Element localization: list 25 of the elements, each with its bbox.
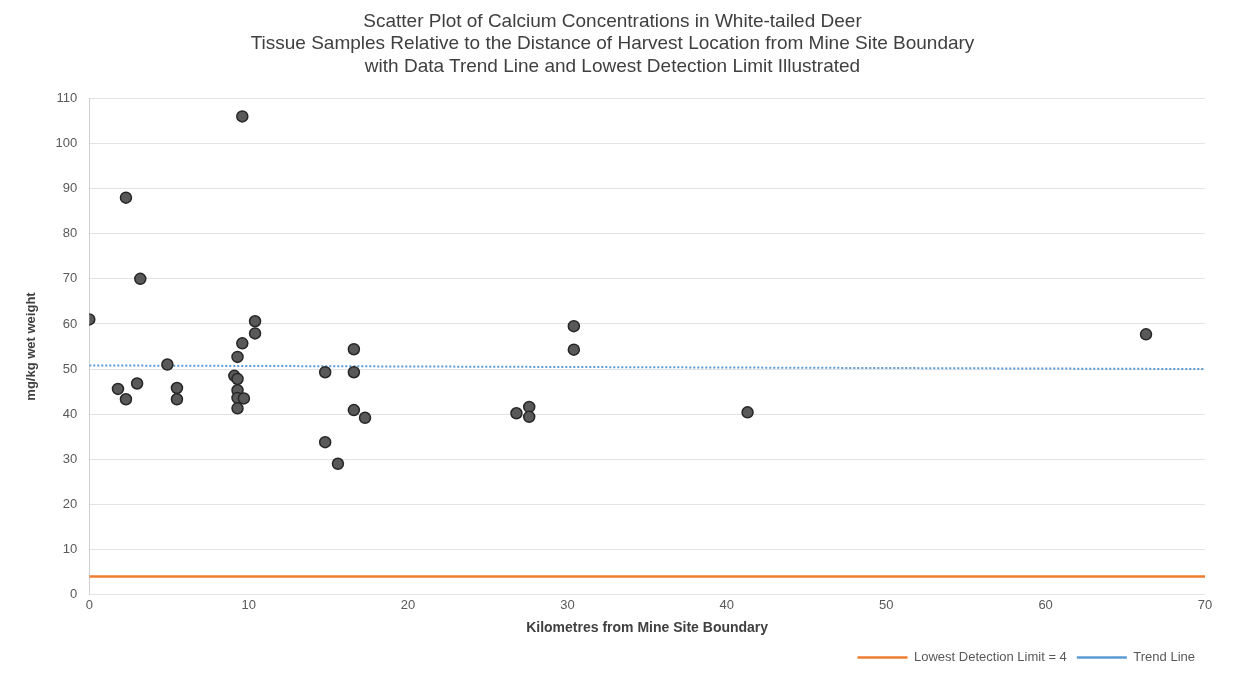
legend-label: Lowest Detection Limit = 4	[914, 649, 1067, 665]
y-tick-label: 50	[62, 360, 78, 376]
y-tick-label: 110	[56, 89, 78, 105]
x-tick-label: 60	[1038, 596, 1053, 612]
y-tick-label: 30	[62, 450, 78, 466]
x-tick-label: 40	[719, 596, 735, 612]
x-tick-label: 20	[400, 596, 416, 612]
y-axis-title: mg/kg wet weight	[23, 291, 39, 401]
x-tick-label: 10	[241, 596, 256, 612]
x-tick-label: 30	[560, 596, 575, 612]
chart-title: Scatter Plot of Calcium Concentrations in White-tailed Deer Tissue Samples Relative to the Distance of Harvest Location from Mine Site Boundary with Data Trend Line and Lowest Detection Limit Illustrated	[250, 9, 975, 77]
y-tick-label: 80	[62, 225, 78, 241]
y-tick-label: 20	[62, 495, 78, 511]
y-tick-label: 100	[55, 135, 78, 151]
y-tick-label: 70	[62, 270, 78, 286]
y-tick-label: 40	[62, 405, 78, 421]
x-tick-label: 70	[1197, 596, 1213, 612]
y-tick-label: 0	[70, 586, 78, 602]
x-tick-label: 50	[878, 596, 894, 612]
y-tick-label: 10	[62, 541, 78, 557]
legend-label: Trend Line	[1133, 649, 1195, 665]
x-axis-title: Kilometres from Mine Site Boundary	[526, 619, 769, 636]
x-tick-label: 0	[85, 596, 93, 612]
y-tick-label: 60	[62, 315, 78, 331]
y-tick-label: 90	[62, 180, 78, 196]
